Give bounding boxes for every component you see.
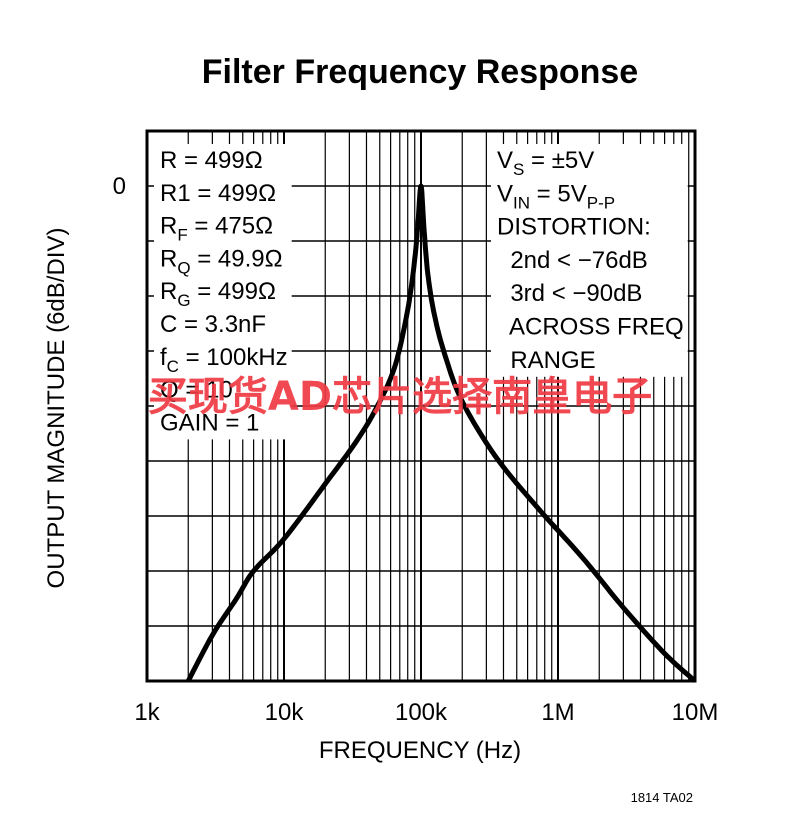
note-left-line: RQ = 49.9Ω xyxy=(160,245,283,277)
x-tick-label: 1M xyxy=(541,699,574,726)
note-left-line: C = 3.3nF xyxy=(160,311,266,338)
figure-id: 1814 TA02 xyxy=(631,790,693,805)
x-tick-label: 10M xyxy=(672,699,719,726)
note-left-line: GAIN = 1 xyxy=(160,409,259,436)
note-left-line: Q = 10 xyxy=(160,377,233,404)
note-left-background xyxy=(154,144,292,440)
note-left-line: fC = 100kHz xyxy=(160,344,288,376)
note-left-line: R1 = 499Ω xyxy=(160,180,276,207)
axis-ticks: 1k 10k 100k 1M 10M 0 xyxy=(113,173,719,726)
x-axis-label: FREQUENCY (Hz) xyxy=(319,737,521,764)
y-axis-label: OUTPUT MAGNITUDE (6dB/DIV) xyxy=(43,228,70,589)
watermark: 买现货AD芯片选择南皇电子 xyxy=(148,374,652,420)
note-right-line: DISTORTION: xyxy=(497,214,651,241)
note-right-line: 2nd < −76dB xyxy=(497,247,648,274)
y-tick-label: 0 xyxy=(113,173,126,200)
note-right-line: VIN = 5VP-P xyxy=(497,180,615,212)
x-tick-label: 100k xyxy=(395,699,448,726)
note-right-line: VS = ±5V xyxy=(497,147,594,179)
response-curve-group xyxy=(185,183,697,683)
note-right-line: 3rd < −90dB xyxy=(497,280,642,307)
x-tick-label: 10k xyxy=(265,699,305,726)
note-right-line: RANGE xyxy=(497,347,596,374)
note-right-background xyxy=(491,144,688,377)
series-line xyxy=(185,183,697,683)
note-left-line: RG = 499Ω xyxy=(160,278,276,310)
note-left-line: RF = 475Ω xyxy=(160,213,273,245)
x-tick-label: 1k xyxy=(134,699,160,726)
note-right-line: ACROSS FREQ xyxy=(497,314,684,341)
chart-title: Filter Frequency Response xyxy=(202,53,638,91)
plot-frame xyxy=(145,129,697,683)
note-left-line: R = 499Ω xyxy=(160,147,263,174)
